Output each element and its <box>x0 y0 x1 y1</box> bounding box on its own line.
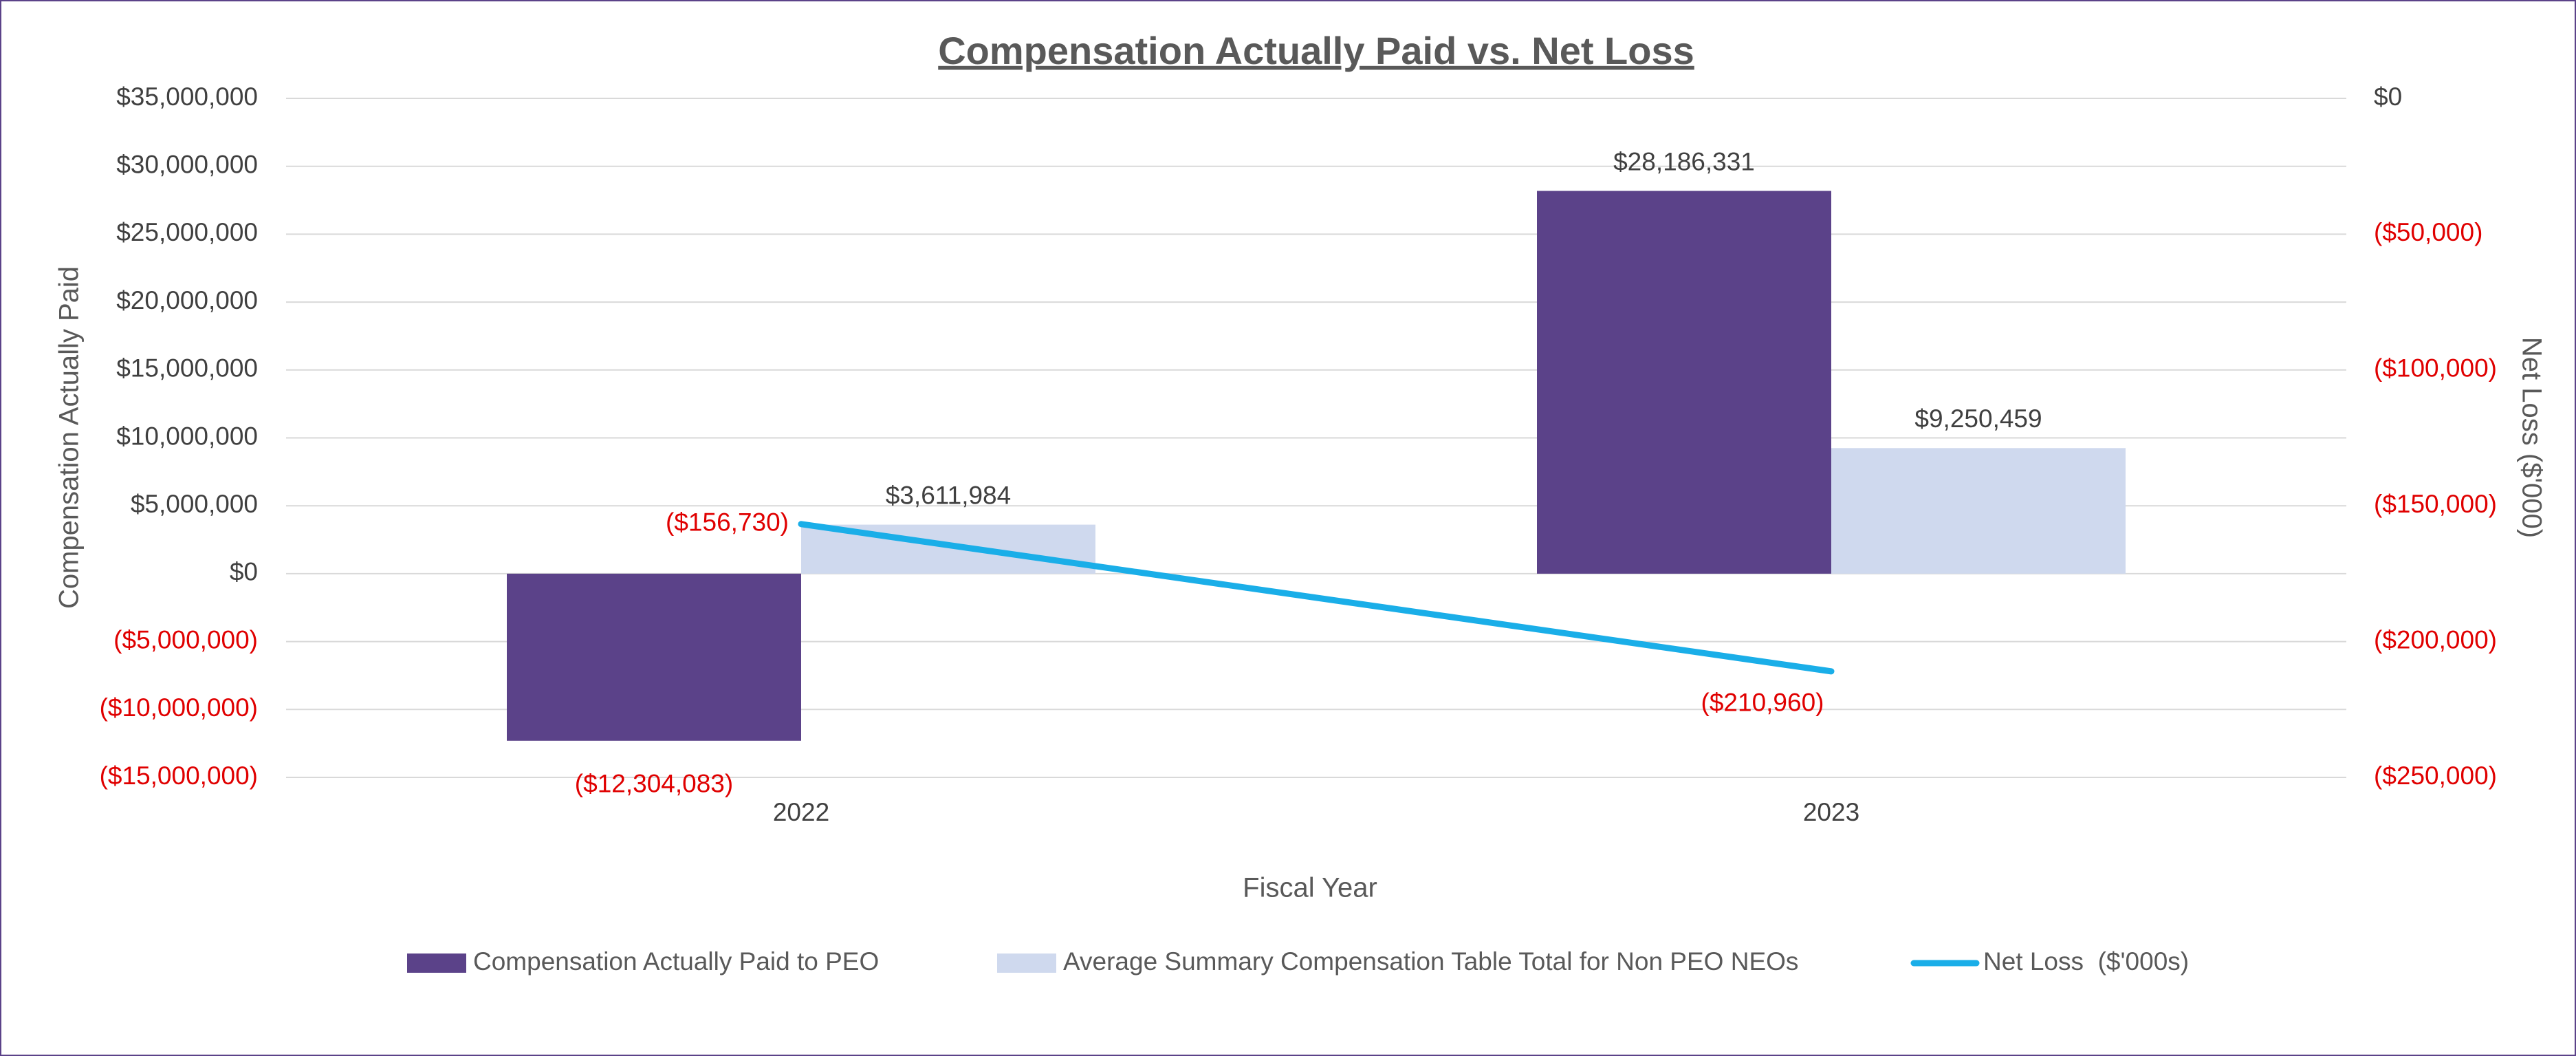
data-label: $9,250,459 <box>1914 405 2042 433</box>
chart-title: Compensation Actually Paid vs. Net Loss <box>938 29 1694 72</box>
y-tick-label: $0 <box>230 558 258 586</box>
y-tick-label: $25,000,000 <box>116 218 258 246</box>
y2-tick-label: ($50,000) <box>2374 218 2482 246</box>
y2-tick-label: ($100,000) <box>2374 354 2497 382</box>
legend-label: Compensation Actually Paid to PEO <box>473 947 879 976</box>
y2-tick-label: ($200,000) <box>2374 625 2497 654</box>
legend-swatch <box>407 953 466 973</box>
y-tick-label: $20,000,000 <box>116 286 258 314</box>
x-axis-title: Fiscal Year <box>1243 873 1377 903</box>
x-tick-label: 2022 <box>773 798 829 826</box>
y2-tick-label: ($150,000) <box>2374 490 2497 518</box>
y-tick-label: ($5,000,000) <box>113 625 258 654</box>
y-tick-label: $10,000,000 <box>116 422 258 450</box>
data-label: $28,186,331 <box>1613 147 1755 175</box>
bar <box>507 573 801 741</box>
data-label: $3,611,984 <box>886 481 1011 509</box>
legend-swatch <box>997 953 1056 973</box>
line <box>798 521 1835 675</box>
y2-tick-label: ($250,000) <box>2374 762 2497 790</box>
y2-axis-title: Net Loss ($'000) <box>2516 337 2546 538</box>
y-tick-label: $15,000,000 <box>116 354 258 382</box>
bar <box>1831 448 2126 574</box>
y-tick-label: $5,000,000 <box>131 490 258 518</box>
y-tick-label: $35,000,000 <box>116 83 258 111</box>
legend-label: Net Loss ($'000s) <box>1983 947 2189 976</box>
y-tick-label: ($10,000,000) <box>100 693 258 722</box>
data-label: ($210,960) <box>1701 689 1824 717</box>
legend-label: Average Summary Compensation Table Total… <box>1063 947 1798 976</box>
y-tick-label: ($15,000,000) <box>100 762 258 790</box>
y2-tick-label: $0 <box>2374 83 2402 111</box>
bar <box>1537 191 1831 574</box>
x-tick-label: 2023 <box>1803 798 1859 826</box>
data-label: ($156,730) <box>666 508 789 537</box>
y-axis-title: Compensation Actually Paid <box>54 266 85 609</box>
data-label: ($12,304,083) <box>575 770 733 798</box>
y-tick-label: $30,000,000 <box>116 150 258 178</box>
